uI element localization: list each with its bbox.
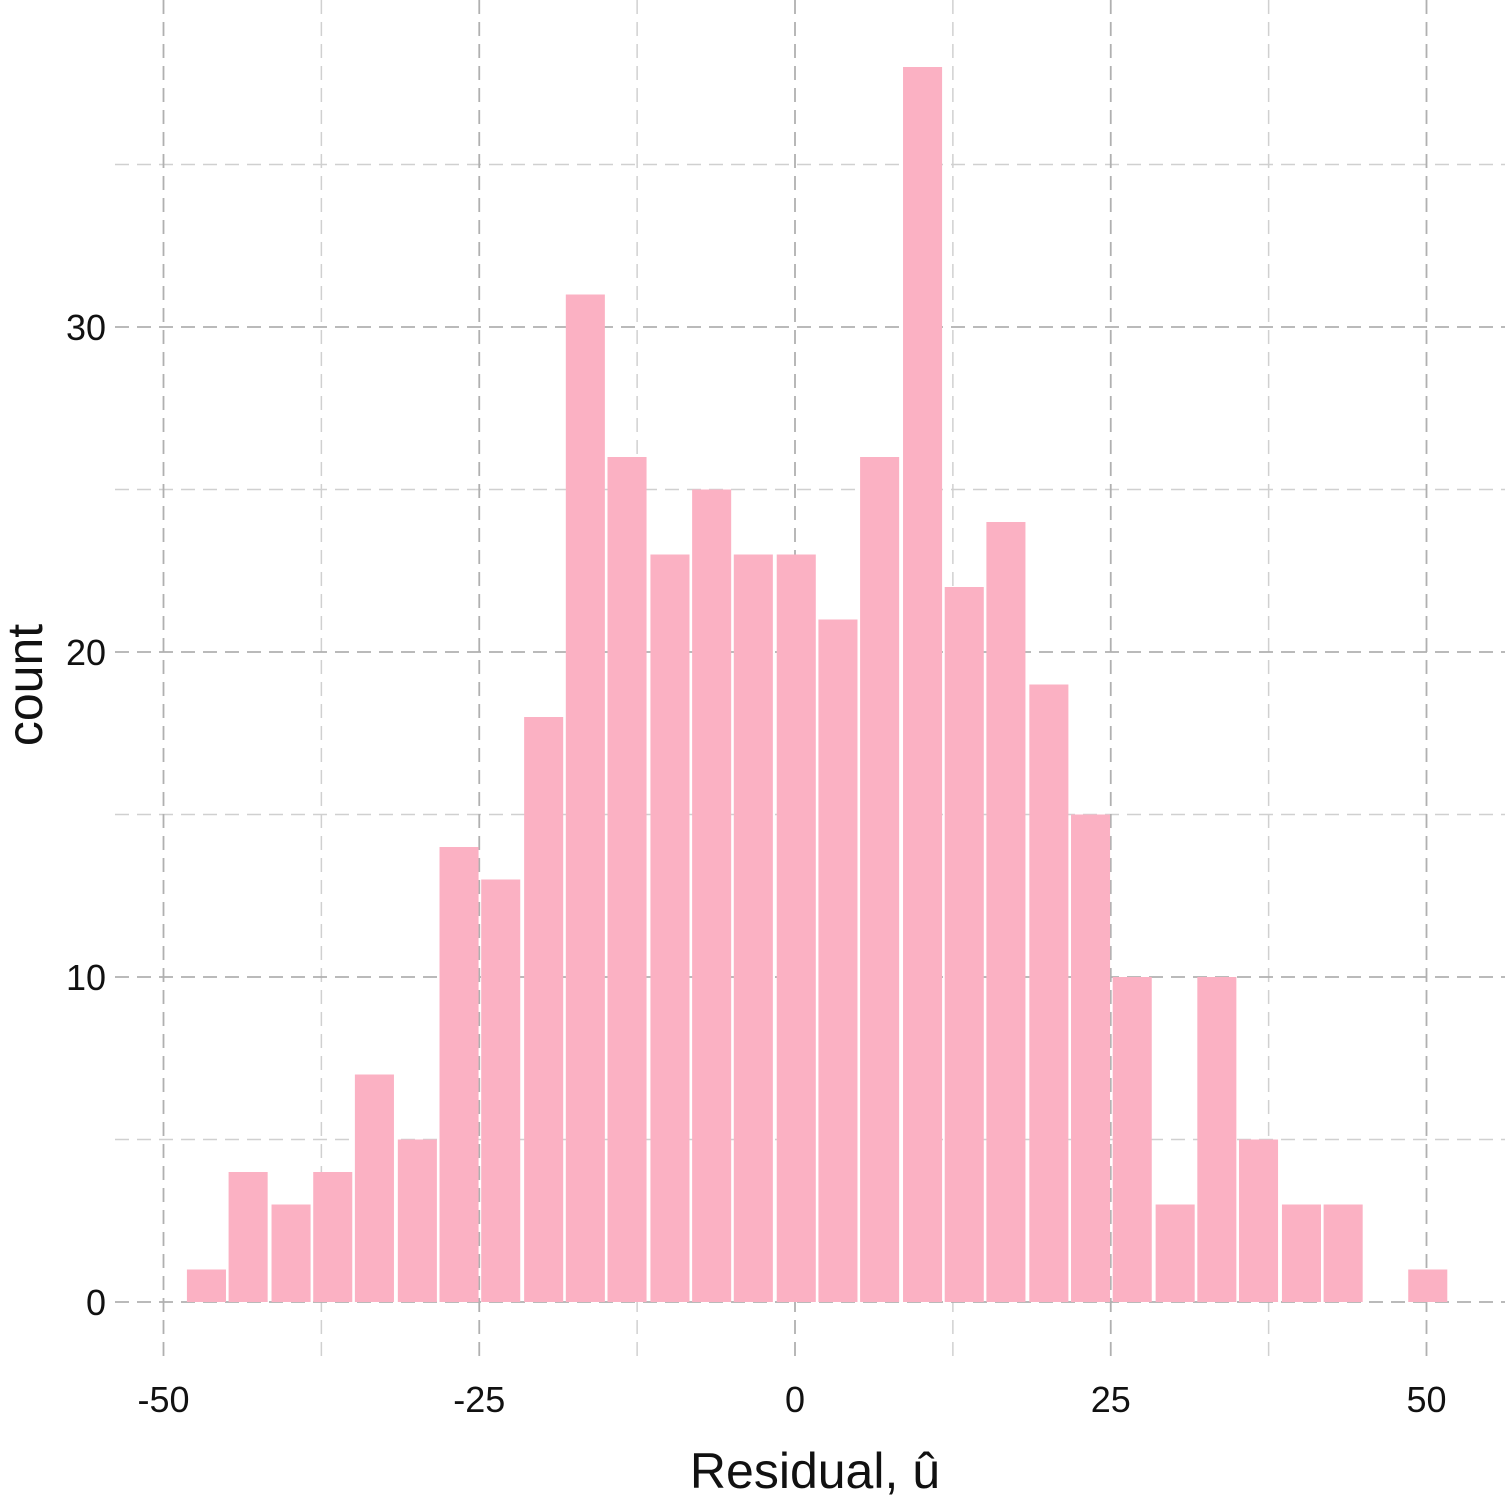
histogram-bar <box>1112 977 1152 1302</box>
histogram-bar <box>397 1139 437 1302</box>
histogram-bar <box>903 67 943 1302</box>
x-tick-label: 0 <box>785 1379 805 1420</box>
histogram-bar <box>1323 1204 1363 1302</box>
histogram-bar <box>1071 814 1111 1302</box>
y-axis-ticks: 0 10 20 30 <box>66 307 106 1323</box>
histogram-bar <box>1281 1204 1321 1302</box>
histogram-bar <box>481 879 521 1302</box>
y-tick-label: 10 <box>66 957 106 998</box>
x-tick-label: 25 <box>1091 1379 1131 1420</box>
bars <box>186 67 1448 1302</box>
histogram-bar <box>228 1172 268 1302</box>
histogram-bar <box>313 1172 353 1302</box>
histogram-bar <box>1197 977 1237 1302</box>
x-tick-label: -25 <box>453 1379 505 1420</box>
y-tick-label: 20 <box>66 632 106 673</box>
histogram-bar <box>692 489 732 1302</box>
histogram-bar <box>860 457 900 1302</box>
y-axis-label: count <box>0 624 53 746</box>
histogram-bar <box>1029 684 1069 1302</box>
histogram-bar <box>818 619 858 1302</box>
histogram-bar <box>733 554 773 1302</box>
histogram-bar <box>944 587 984 1302</box>
histogram-bar <box>1408 1269 1448 1302</box>
histogram-bar <box>607 457 647 1302</box>
histogram-bar <box>271 1204 311 1302</box>
histogram-bar <box>650 554 690 1302</box>
y-tick-label: 30 <box>66 307 106 348</box>
histogram-bar <box>186 1269 226 1302</box>
x-axis-ticks: -50 -25 0 25 50 <box>137 1379 1446 1420</box>
histogram-bar <box>354 1074 394 1302</box>
histogram-bar <box>565 294 605 1302</box>
histogram-bar <box>1238 1139 1279 1302</box>
x-tick-label: 50 <box>1406 1379 1446 1420</box>
x-tick-label: -50 <box>137 1379 189 1420</box>
histogram-bar <box>1155 1204 1195 1302</box>
histogram-bar <box>776 554 816 1302</box>
histogram-bar <box>986 522 1026 1302</box>
histogram-bar <box>524 717 564 1302</box>
y-tick-label: 0 <box>86 1282 106 1323</box>
histogram-bar <box>439 847 479 1302</box>
x-axis-label: Residual, û <box>690 1443 940 1499</box>
